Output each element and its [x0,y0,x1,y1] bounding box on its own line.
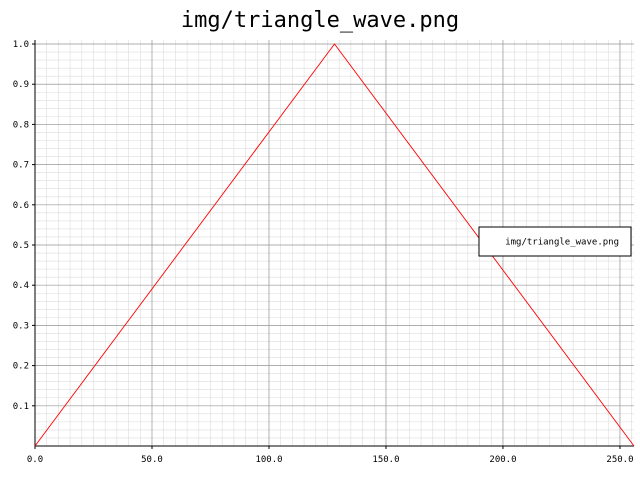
y-tick-label: 0.5 [13,241,29,251]
y-tick-label: 0.8 [13,120,29,130]
x-tick-label: 150.0 [372,455,399,465]
series-layer [34,43,635,447]
x-tick-label: 200.0 [489,455,516,465]
x-tick-label: 50.0 [141,455,163,465]
legend-box [478,226,632,257]
series-line [34,43,635,447]
y-tick-label: 0.3 [13,321,29,331]
x-tick-label: 100.0 [255,455,282,465]
x-tick-label: 0.0 [27,455,43,465]
y-tick-label: 0.6 [13,201,29,211]
y-tick-label: 0.9 [13,80,29,90]
y-tick-label: 0.2 [13,362,29,372]
y-tick-label: 0.1 [13,402,29,412]
legend-entry: img/triangle_wave.png [505,238,619,248]
axes [34,40,634,447]
y-tick-label: 0.7 [13,161,29,171]
x-axis-ticks: 0.0 50.0 100.0 150.0 200.0 250.0 [27,446,634,465]
chart-title: img/triangle_wave.png [180,8,460,33]
y-tick-label: 1.0 [13,40,29,50]
legend: img/triangle_wave.png [478,226,632,257]
x-tick-label: 250.0 [606,455,633,465]
y-axis-ticks: 0.1 0.2 0.3 0.4 0.5 0.6 0.7 0.8 0.9 1.0 [13,40,35,412]
y-tick-label: 0.4 [13,281,29,291]
